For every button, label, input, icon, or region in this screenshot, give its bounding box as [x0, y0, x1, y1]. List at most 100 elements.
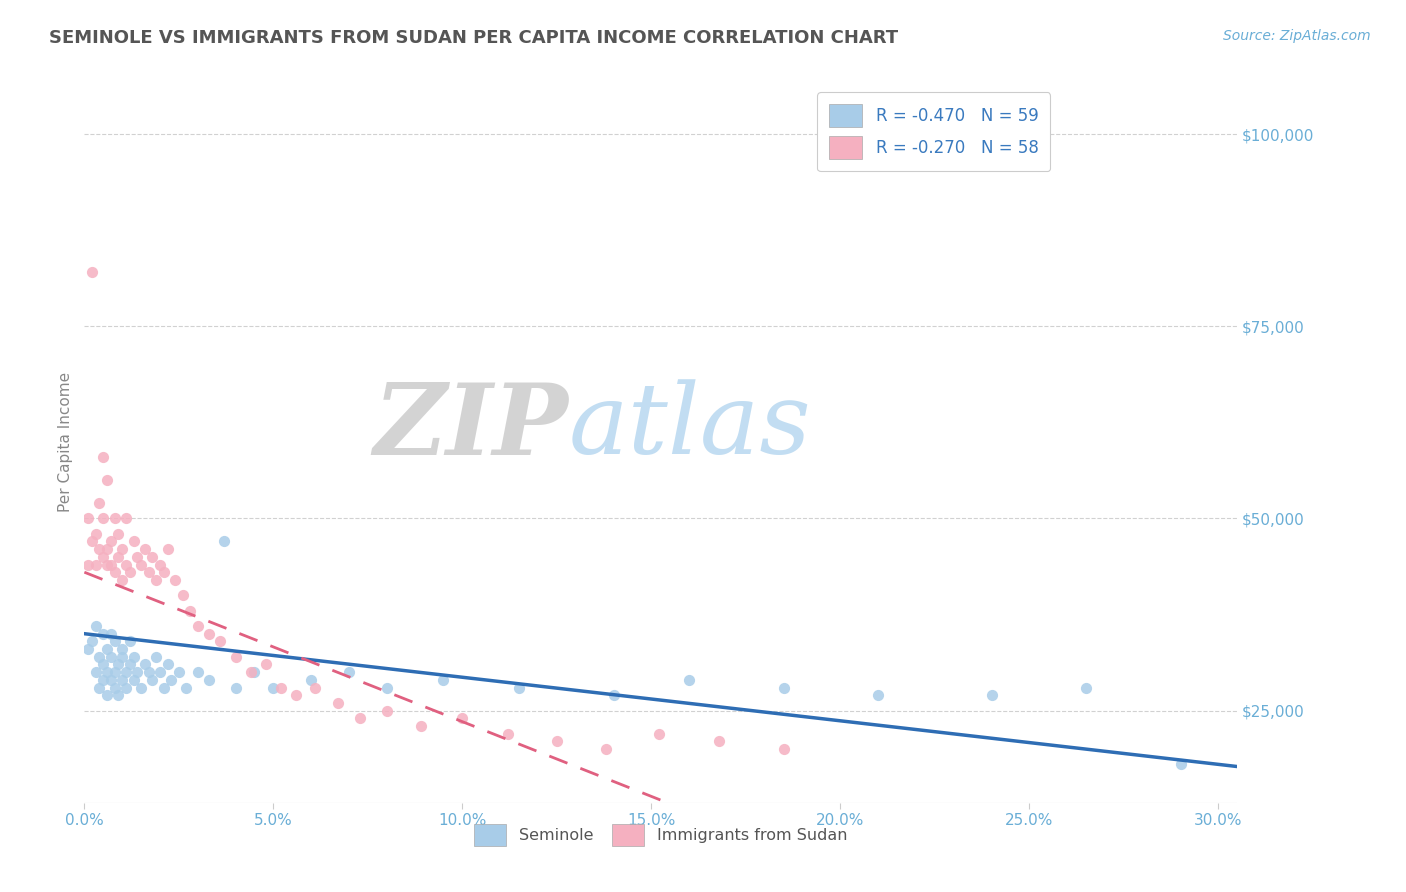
Point — [1074, 681, 1097, 695]
Point — [134, 657, 156, 672]
Point — [868, 688, 890, 702]
Point — [91, 626, 114, 640]
Point — [127, 665, 149, 680]
Point — [115, 511, 138, 525]
Point — [508, 681, 530, 695]
Point — [96, 558, 118, 572]
Point — [127, 549, 149, 564]
Point — [100, 626, 122, 640]
Point — [115, 681, 138, 695]
Point — [152, 565, 174, 579]
Point — [89, 496, 111, 510]
Point — [285, 688, 308, 702]
Point — [96, 665, 118, 680]
Point — [104, 511, 127, 525]
Point — [375, 681, 398, 695]
Point — [262, 681, 284, 695]
Point — [100, 534, 122, 549]
Point — [84, 619, 107, 633]
Point — [104, 665, 127, 680]
Point — [80, 265, 103, 279]
Point — [299, 673, 322, 687]
Point — [304, 681, 326, 695]
Point — [96, 473, 118, 487]
Point — [91, 657, 114, 672]
Point — [187, 665, 209, 680]
Point — [118, 657, 141, 672]
Point — [111, 642, 134, 657]
Point — [198, 626, 221, 640]
Point — [496, 726, 519, 740]
Point — [225, 681, 247, 695]
Point — [111, 573, 134, 587]
Point — [91, 511, 114, 525]
Point — [80, 534, 103, 549]
Point — [100, 649, 122, 664]
Point — [179, 604, 201, 618]
Point — [89, 649, 111, 664]
Text: atlas: atlas — [568, 379, 811, 475]
Point — [89, 542, 111, 557]
Point — [172, 588, 194, 602]
Point — [160, 673, 183, 687]
Point — [709, 734, 731, 748]
Point — [107, 657, 129, 672]
Point — [111, 649, 134, 664]
Point — [980, 688, 1002, 702]
Point — [122, 534, 145, 549]
Point — [145, 573, 167, 587]
Point — [145, 649, 167, 664]
Point — [772, 742, 794, 756]
Point — [104, 681, 127, 695]
Point — [107, 688, 129, 702]
Point — [107, 549, 129, 564]
Point — [156, 657, 179, 672]
Point — [138, 565, 160, 579]
Point — [134, 542, 156, 557]
Point — [115, 558, 138, 572]
Point — [89, 681, 111, 695]
Legend: Seminole, Immigrants from Sudan: Seminole, Immigrants from Sudan — [468, 817, 853, 853]
Point — [80, 634, 103, 648]
Point — [104, 565, 127, 579]
Point — [104, 634, 127, 648]
Point — [772, 681, 794, 695]
Point — [111, 673, 134, 687]
Point — [326, 696, 349, 710]
Point — [96, 542, 118, 557]
Point — [167, 665, 190, 680]
Point — [409, 719, 432, 733]
Point — [84, 665, 107, 680]
Point — [118, 565, 141, 579]
Point — [451, 711, 474, 725]
Point — [239, 665, 262, 680]
Point — [141, 673, 163, 687]
Point — [84, 526, 107, 541]
Point — [595, 742, 617, 756]
Point — [198, 673, 221, 687]
Point — [107, 526, 129, 541]
Point — [1170, 757, 1192, 772]
Text: ZIP: ZIP — [374, 379, 568, 475]
Point — [118, 634, 141, 648]
Y-axis label: Per Capita Income: Per Capita Income — [58, 371, 73, 512]
Point — [77, 558, 100, 572]
Point — [375, 704, 398, 718]
Point — [84, 558, 107, 572]
Point — [254, 657, 277, 672]
Point — [96, 642, 118, 657]
Point — [149, 558, 172, 572]
Point — [141, 549, 163, 564]
Point — [270, 681, 292, 695]
Point — [209, 634, 232, 648]
Point — [243, 665, 266, 680]
Point — [91, 673, 114, 687]
Text: Source: ZipAtlas.com: Source: ZipAtlas.com — [1223, 29, 1371, 43]
Point — [77, 642, 100, 657]
Point — [187, 619, 209, 633]
Point — [225, 649, 247, 664]
Point — [129, 558, 152, 572]
Point — [156, 542, 179, 557]
Point — [111, 542, 134, 557]
Point — [212, 534, 235, 549]
